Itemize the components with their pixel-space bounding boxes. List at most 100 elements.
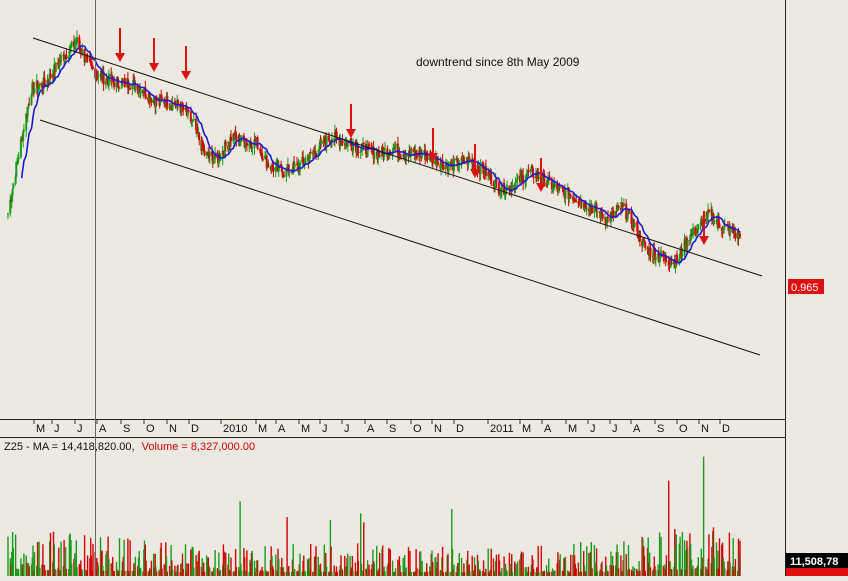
volume-bar [447,553,449,576]
volume-bar [186,563,188,576]
volume-bar [448,572,450,576]
volume-bar [361,570,363,576]
candle-body [525,174,528,178]
candle-body [113,82,116,88]
candle-body [185,107,188,112]
volume-bar [495,554,498,576]
volume-bar [240,570,243,576]
volume-bar [89,558,91,576]
candle-body [712,213,715,225]
volume-bar [131,570,134,576]
volume-bar [317,556,319,576]
candle-body [378,155,381,157]
volume-bar [99,537,102,576]
volume-bar [266,571,269,576]
volume-bar [384,571,386,576]
volume-bar [142,571,144,576]
candle-body [302,161,305,165]
candle-body [312,152,315,154]
volume-bar [111,570,113,576]
candle-body [201,141,204,150]
volume-bar [322,571,325,576]
volume-bar [520,551,523,576]
candle-body [187,110,190,113]
volume-bar [74,570,77,576]
volume-bar [299,553,301,576]
candle-body [436,162,439,167]
candle-body [264,155,267,159]
volume-bar [156,571,158,576]
volume-bar [206,555,208,576]
candle-body [620,203,623,211]
x-tick-label: J [322,423,328,435]
volume-bar [318,565,320,576]
volume-bar [102,570,105,576]
candle-body [235,136,238,140]
volume-bar [668,480,670,576]
volume-bar [455,572,457,576]
volume-bar [558,571,560,576]
candle-body [458,164,461,166]
volume-bar [349,556,351,576]
candle-body [596,211,599,213]
candle-body [520,174,523,177]
volume-bar [567,570,569,576]
volume-bar [281,557,283,576]
volume-bar [91,570,93,576]
candle-body [163,99,166,104]
volume-bar [463,563,465,576]
volume-bar [101,550,103,576]
candle-body [88,57,91,61]
candle-body [551,188,554,190]
volume-bar [234,549,237,576]
candle-body [559,186,562,188]
volume-bar [519,559,521,576]
candle-body [190,121,193,123]
volume-bar [10,563,12,576]
candle-body [734,232,737,239]
candle-body [7,213,9,215]
volume-bar [533,569,535,576]
volume-bar [467,550,469,576]
candle-body [695,229,698,235]
candle-body [281,172,284,177]
volume-bar [376,570,379,576]
candle-body [70,41,73,47]
volume-bar [685,550,687,576]
x-tick-label: J [344,423,350,435]
candle-body [365,144,367,155]
volume-bar [297,570,300,576]
volume-bar [574,564,577,576]
volume-bar [255,567,257,576]
candle-body [456,158,459,168]
candle-body [637,236,640,238]
volume-bar [328,571,331,576]
volume-bar [294,569,296,576]
volume-bar [275,554,277,576]
volume-bar [589,553,591,576]
x-tick-label: 2010 [223,423,247,435]
candle-body [85,57,88,62]
volume-bar [728,532,731,576]
volume-bar [171,569,174,576]
volume-bar [184,544,187,576]
candle-body [271,164,274,168]
candle-body [469,158,471,160]
x-tick-label: D [456,423,464,435]
volume-bar [296,571,298,576]
candle-body [622,203,625,206]
volume-bar [137,566,139,576]
candle-body [303,163,306,165]
volume-bar [84,570,87,576]
candle-body [652,248,655,258]
volume-bar [445,572,448,576]
volume-bar [209,568,211,576]
volume-bar [607,571,609,576]
candle-body [547,178,550,185]
candle-body [615,211,618,213]
volume-bar [420,571,423,576]
volume-bar [543,570,545,576]
candle-body [333,131,336,140]
volume-bar [218,572,221,576]
volume-bar [36,542,39,576]
